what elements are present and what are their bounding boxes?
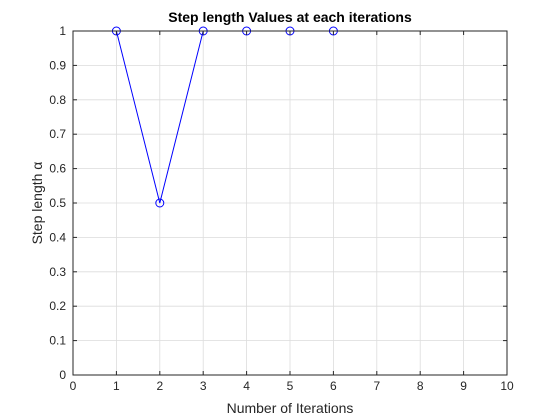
y-tick-label: 0 (59, 368, 66, 382)
y-tick-label: 0.1 (49, 334, 66, 348)
x-tick-label: 10 (500, 379, 514, 393)
y-tick-label: 0.4 (49, 230, 66, 244)
x-axis-label: Number of Iterations (227, 400, 354, 416)
y-tick-label: 0.9 (49, 58, 66, 72)
y-tick-label: 1 (59, 24, 66, 38)
x-tick-label: 3 (200, 379, 207, 393)
y-tick-label: 0.3 (49, 265, 66, 279)
x-tick-label: 9 (460, 379, 467, 393)
y-tick-label: 0.5 (49, 196, 66, 210)
x-tick-label: 6 (330, 379, 337, 393)
ticks-layer: 0 1 2 3 4 5 6 7 8 9 10 0 0.1 0.2 0.3 0.4 0.5 0.6 0.7 0.8 0.9… (49, 24, 514, 393)
x-tick-label: 0 (70, 379, 77, 393)
x-tick-label: 4 (243, 379, 250, 393)
x-tick-label: 5 (287, 379, 294, 393)
y-tick-label: 0.6 (49, 162, 66, 176)
x-tick-label: 2 (156, 379, 163, 393)
data-point (155, 198, 165, 208)
chart-title: Step length Values at each iterations (168, 9, 412, 25)
x-tick-label: 7 (373, 379, 380, 393)
y-tick-label: 0.7 (49, 127, 66, 141)
x-tick-label: 8 (417, 379, 424, 393)
y-tick-label: 0.2 (49, 299, 66, 313)
y-tick-label: 0.8 (49, 93, 66, 107)
x-tick-label: 1 (113, 379, 120, 393)
y-axis-label: Step length α (29, 162, 45, 245)
